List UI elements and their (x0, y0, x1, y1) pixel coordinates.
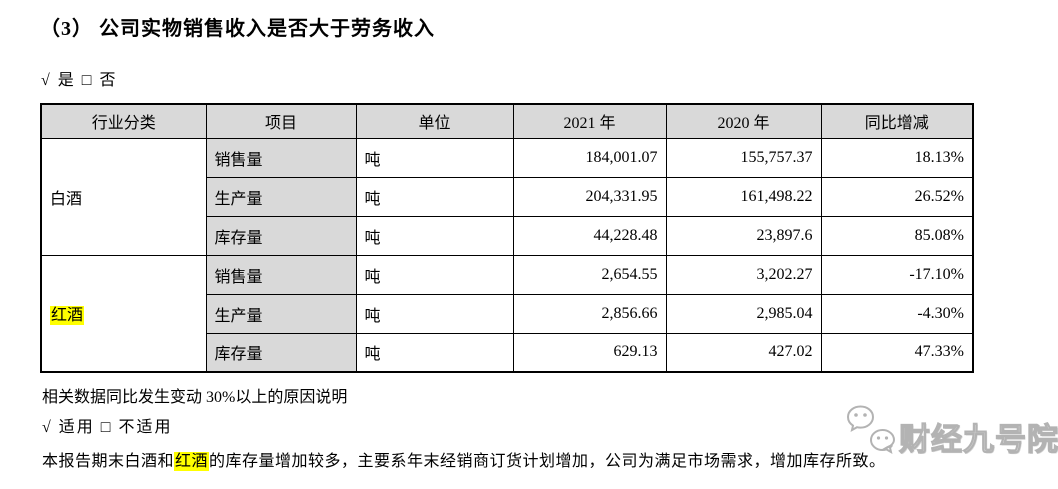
table-row: 红酒 销售量 吨 2,654.55 3,202.27 -17.10% (40, 254, 974, 373)
table-row: 生产量 吨 2,856.66 2,985.04 -4.30% (41, 293, 974, 334)
unit-cell: 吨 (355, 254, 514, 295)
table-row: 库存量 吨 44,228.48 23,897.6 85.08% (41, 215, 974, 256)
value-2021: 204,331.95 (512, 176, 667, 217)
explanation-part1: 本报告期末白酒和 (42, 453, 175, 470)
value-2020: 161,498.22 (665, 176, 822, 217)
table-row: 库存量 吨 629.13 427.02 47.33% (41, 332, 974, 373)
unit-cell: 吨 (355, 332, 514, 373)
unit-cell: 吨 (355, 137, 514, 178)
table-row: 白酒 销售量 吨 184,001.07 155,757.37 18.13% (40, 137, 974, 256)
explanation-part2: 的库存量增加较多，主要系年末经销商订货计划增加，公司为满足市场需求，增加库存所致… (209, 453, 886, 470)
item-cell: 库存量 (205, 215, 357, 256)
value-change: 18.13% (820, 137, 974, 178)
item-cell: 销售量 (205, 137, 357, 178)
table-header: 行业分类 项目 单位 2021 年 2020 年 同比增减 (40, 103, 974, 139)
unit-cell: 吨 (355, 215, 514, 256)
header-2020: 2020 年 (665, 103, 822, 139)
yes-no-checkline: √ 是 □ 否 (41, 72, 118, 89)
explanation-paragraph: 本报告期末白酒和红酒的库存量增加较多，主要系年末经销商订货计划增加，公司为满足市… (42, 447, 1027, 471)
applicable-checkline: √ 适用 □ 不适用 (42, 419, 173, 436)
header-item: 项目 (205, 103, 357, 139)
value-change: -17.10% (820, 254, 974, 295)
value-2020: 3,202.27 (665, 254, 822, 295)
item-cell: 库存量 (205, 332, 357, 373)
value-2020: 23,897.6 (665, 215, 822, 256)
sales-production-inventory-table: 行业分类 项目 单位 2021 年 2020 年 同比增减 白酒 销售量 吨 1… (40, 103, 974, 373)
category-label: 白酒 (50, 190, 83, 208)
header-industry-category: 行业分类 (40, 103, 207, 139)
value-change: 47.33% (820, 332, 974, 373)
value-2021: 2,654.55 (512, 254, 667, 295)
value-change: 26.52% (820, 176, 974, 217)
item-cell: 生产量 (205, 293, 357, 334)
table-header-row: 行业分类 项目 单位 2021 年 2020 年 同比增减 (40, 103, 974, 139)
header-2021: 2021 年 (512, 103, 667, 139)
unit-cell: 吨 (355, 176, 514, 217)
value-change: 85.08% (820, 215, 974, 256)
category-baijiu: 白酒 (40, 137, 207, 256)
header-unit: 单位 (355, 103, 514, 139)
value-2021: 184,001.07 (512, 137, 667, 178)
reason-heading: 相关数据同比发生变动 30%以上的原因说明 (42, 389, 348, 406)
value-2021: 629.13 (512, 332, 667, 373)
category-label-highlighted: 红酒 (50, 306, 85, 326)
header-yoy-change: 同比增减 (820, 103, 974, 139)
item-cell: 销售量 (205, 254, 357, 295)
explanation-highlight: 红酒 (174, 452, 210, 471)
section-title: （3） 公司实物销售收入是否大于劳务收入 (40, 18, 435, 40)
value-2020: 427.02 (665, 332, 822, 373)
value-2020: 155,757.37 (665, 137, 822, 178)
category-hongjiu: 红酒 (40, 254, 207, 373)
unit-cell: 吨 (355, 293, 514, 334)
value-2020: 2,985.04 (665, 293, 822, 334)
item-cell: 生产量 (205, 176, 357, 217)
value-2021: 44,228.48 (512, 215, 667, 256)
value-change: -4.30% (820, 293, 974, 334)
table-row: 生产量 吨 204,331.95 161,498.22 26.52% (41, 176, 974, 217)
value-2021: 2,856.66 (512, 293, 667, 334)
